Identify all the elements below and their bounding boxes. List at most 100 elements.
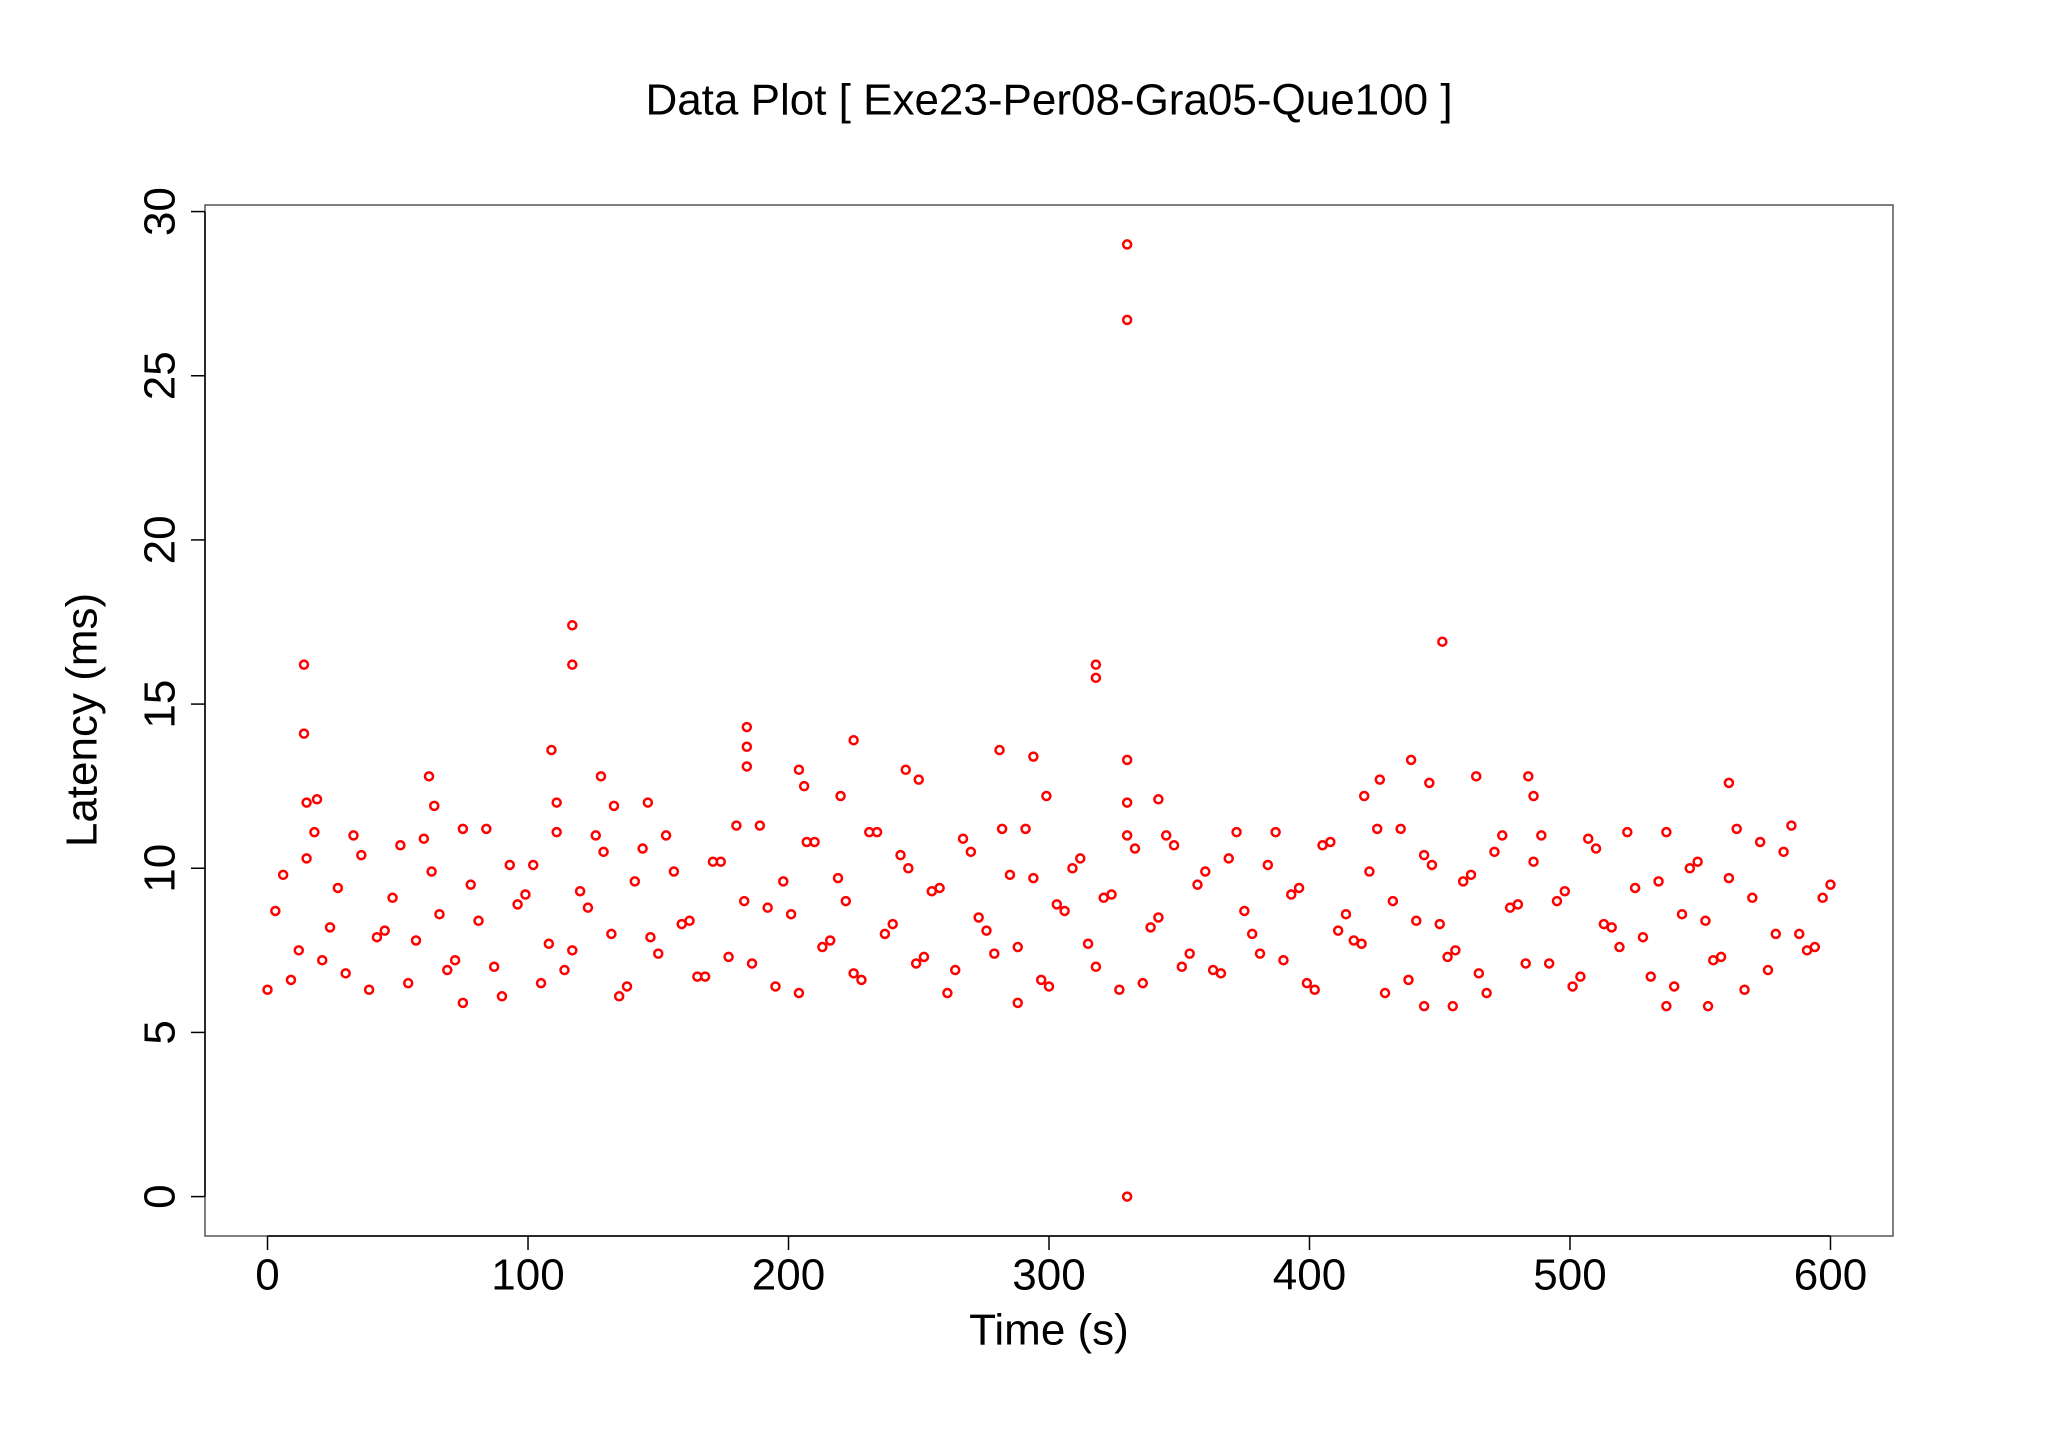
point — [1426, 859, 1438, 871]
point — [1035, 974, 1047, 986]
point — [387, 892, 398, 904]
point — [835, 790, 846, 802]
point — [1520, 958, 1531, 969]
point — [1437, 636, 1448, 647]
point — [1723, 777, 1735, 789]
point — [1645, 971, 1656, 982]
point — [1739, 984, 1750, 995]
point — [637, 843, 648, 854]
point — [1551, 895, 1563, 907]
point — [543, 938, 555, 950]
point — [1582, 833, 1594, 844]
x-tick-label: 500 — [1533, 1251, 1606, 1300]
point — [676, 918, 687, 930]
point — [1473, 968, 1485, 979]
point — [1262, 859, 1274, 871]
point — [994, 744, 1005, 756]
point — [723, 951, 734, 963]
point — [801, 836, 812, 848]
point — [1137, 977, 1149, 989]
point — [1778, 846, 1789, 858]
point — [1145, 922, 1156, 933]
point — [595, 771, 607, 782]
point — [1364, 866, 1375, 877]
point — [1160, 830, 1172, 841]
point — [957, 833, 969, 844]
point — [856, 974, 867, 986]
point — [608, 800, 620, 812]
point — [1442, 951, 1453, 963]
point — [410, 935, 422, 946]
point — [692, 971, 703, 982]
point — [1629, 882, 1641, 894]
point — [426, 866, 437, 877]
point — [348, 830, 359, 841]
point — [1371, 823, 1383, 835]
point — [1121, 1191, 1133, 1202]
point — [793, 987, 805, 999]
point — [895, 849, 906, 861]
point — [1278, 954, 1289, 966]
point — [1254, 948, 1266, 959]
point — [590, 830, 601, 841]
point — [311, 794, 323, 805]
point — [1168, 840, 1180, 851]
point — [741, 721, 753, 733]
point — [1041, 790, 1052, 802]
point — [402, 977, 414, 989]
y-tick-label: 20 — [136, 515, 185, 564]
point — [309, 826, 320, 838]
point — [1358, 790, 1370, 802]
point — [324, 922, 336, 933]
point — [442, 964, 453, 976]
point — [574, 885, 586, 897]
x-tick-label: 400 — [1273, 1251, 1346, 1300]
point — [918, 951, 930, 963]
point — [1317, 840, 1328, 851]
point — [449, 954, 461, 966]
point — [1374, 774, 1386, 785]
point — [465, 879, 476, 890]
x-axis-label: Time (s) — [969, 1306, 1129, 1355]
point — [1708, 954, 1719, 966]
point — [567, 945, 578, 956]
point — [481, 823, 492, 835]
point — [1090, 672, 1102, 684]
point — [1575, 971, 1586, 982]
point — [1231, 826, 1242, 838]
point — [1200, 866, 1211, 877]
point — [1786, 820, 1797, 831]
point — [356, 849, 367, 861]
y-tick-label: 25 — [136, 351, 185, 400]
point — [1028, 751, 1039, 762]
point — [642, 797, 654, 808]
point — [512, 899, 523, 910]
point — [1059, 905, 1070, 917]
point — [1504, 902, 1516, 913]
point — [298, 728, 310, 739]
x-tick-label: 200 — [752, 1251, 825, 1300]
point — [770, 981, 781, 992]
point — [832, 872, 844, 884]
point — [1450, 945, 1461, 956]
point — [567, 659, 578, 670]
point — [1387, 895, 1399, 907]
point — [1082, 938, 1094, 950]
point — [762, 902, 773, 913]
point — [1661, 826, 1672, 838]
point — [546, 744, 557, 756]
point — [363, 984, 375, 995]
point — [551, 797, 562, 808]
point — [910, 958, 922, 969]
point — [903, 863, 914, 874]
point — [848, 734, 859, 746]
point — [1028, 872, 1039, 884]
point — [1114, 984, 1125, 995]
point — [298, 659, 310, 670]
point — [1434, 918, 1445, 930]
point — [270, 905, 281, 917]
point — [1523, 771, 1534, 782]
point — [332, 882, 344, 894]
y-tick-label: 0 — [136, 1184, 185, 1208]
